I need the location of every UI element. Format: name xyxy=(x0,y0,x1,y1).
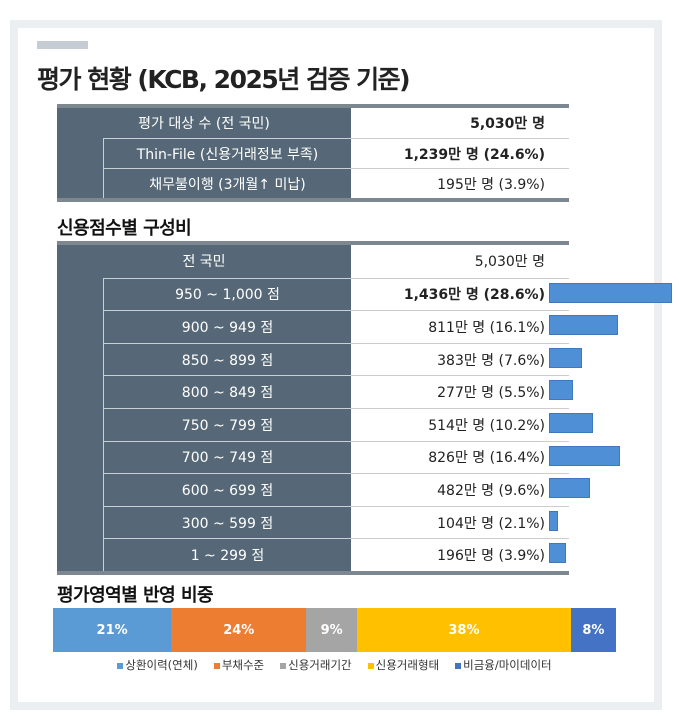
score-bar xyxy=(549,445,620,466)
row-value: 195만 명 (3.9%) xyxy=(351,168,569,198)
legend-label: 상환이력(연체) xyxy=(125,658,198,672)
row-value: 196만 명 (3.9%) xyxy=(351,538,569,571)
legend-swatch-icon xyxy=(367,662,374,669)
table-row: 750 ~ 799 점 514만 명 (10.2%) xyxy=(57,407,593,441)
table-row: 700 ~ 749 점 826만 명 (16.4%) xyxy=(57,440,620,474)
table-row: 950 ~ 1,000 점 1,436만 명 (28.6%) xyxy=(57,277,672,311)
table-row: 800 ~ 849 점 277만 명 (5.5%) xyxy=(57,375,573,408)
row-value: 514만 명 (10.2%) xyxy=(351,407,569,441)
score-bar xyxy=(549,282,672,303)
legend-swatch-icon xyxy=(213,662,220,669)
legend-item: 상환이력(연체) xyxy=(117,657,198,673)
table-row: 평가 대상 수 (전 국민) 5,030만 명 xyxy=(57,108,569,138)
weight-legend: 상환이력(연체) 부채수준 신용거래기간 신용거래형태 비금융/마이데이터 xyxy=(53,657,616,673)
row-value: 482만 명 (9.6%) xyxy=(351,473,569,506)
table-row: 300 ~ 599 점 104만 명 (2.1%) xyxy=(57,505,569,539)
weight-stacked-bar: 21% 24% 9% 38% 8% xyxy=(53,608,616,652)
row-value: 277만 명 (5.5%) xyxy=(351,375,569,408)
row-value: 5,030만 명 xyxy=(351,245,569,278)
summary-table: 평가 대상 수 (전 국민) 5,030만 명 Thin-File (신용거래정보 … xyxy=(57,104,569,202)
table-row: 1 ~ 299 점 196만 명 (3.9%) xyxy=(57,538,569,571)
row-label: 950 ~ 1,000 점 xyxy=(103,277,351,311)
legend-swatch-icon xyxy=(280,662,287,669)
row-label: 1 ~ 299 점 xyxy=(103,538,351,571)
row-value: 826만 명 (16.4%) xyxy=(351,440,569,474)
legend-item: 부채수준 xyxy=(213,657,265,673)
score-bar xyxy=(549,347,582,368)
legend-item: 비금융/마이데이터 xyxy=(455,657,552,673)
row-label: 800 ~ 849 점 xyxy=(103,375,351,408)
score-table: 전 국민 5,030만 명 950 ~ 1,000 점 1,436만 명 (28.6%… xyxy=(57,241,672,575)
accent-bar xyxy=(37,41,88,49)
legend-swatch-icon xyxy=(117,662,124,669)
score-bar xyxy=(549,412,593,433)
legend-item: 신용거래기간 xyxy=(280,657,352,673)
row-label: 850 ~ 899 점 xyxy=(103,342,351,376)
weight-segment: 9% xyxy=(306,608,357,652)
score-bar xyxy=(549,315,619,336)
page-title: 평가 현황 (KCB, 2025년 검증 기준) xyxy=(37,65,411,94)
row-value: 5,030만 명 xyxy=(351,108,569,138)
row-value: 383만 명 (7.6%) xyxy=(351,342,569,376)
score-bar xyxy=(549,543,566,564)
table-row: 채무불이행 (3개월↑ 미납) 195만 명 (3.9%) xyxy=(57,168,569,198)
table-row: 600 ~ 699 점 482만 명 (9.6%) xyxy=(57,473,591,506)
legend-swatch-icon xyxy=(455,662,462,669)
row-label: 750 ~ 799 점 xyxy=(103,407,351,441)
row-label: 600 ~ 699 점 xyxy=(103,473,351,506)
weight-segment: 24% xyxy=(171,608,307,652)
legend-label: 비금융/마이데이터 xyxy=(463,658,552,672)
table-row: 전 국민 5,030만 명 xyxy=(57,245,569,278)
score-section-title: 신용점수별 구성비 xyxy=(57,218,192,239)
row-label: 전 국민 xyxy=(182,254,226,271)
legend-item: 신용거래형태 xyxy=(367,657,440,673)
score-bar xyxy=(549,478,591,499)
row-label: Thin-File (신용거래정보 부족) xyxy=(103,138,351,168)
table-row: 900 ~ 949 점 811만 명 (16.1%) xyxy=(57,310,619,343)
weight-segment: 8% xyxy=(570,608,616,652)
row-label: 채무불이행 (3개월↑ 미납) xyxy=(103,168,351,198)
legend-label: 신용거래기간 xyxy=(288,658,352,672)
score-bar xyxy=(549,380,573,401)
row-label: 300 ~ 599 점 xyxy=(103,505,351,539)
table-row: 850 ~ 899 점 383만 명 (7.6%) xyxy=(57,342,582,376)
weight-segment: 21% xyxy=(53,608,172,652)
row-value: 1,239만 명 (24.6%) xyxy=(351,138,569,168)
row-label: 900 ~ 949 점 xyxy=(103,310,351,343)
row-value: 1,436만 명 (28.6%) xyxy=(351,277,569,311)
weight-segment: 38% xyxy=(356,608,571,652)
row-value: 104만 명 (2.1%) xyxy=(351,505,569,539)
row-label: 700 ~ 749 점 xyxy=(103,440,351,474)
legend-label: 부채수준 xyxy=(221,658,265,672)
weight-section-title: 평가영역별 반영 비중 xyxy=(57,585,214,606)
row-value: 811만 명 (16.1%) xyxy=(351,310,569,343)
score-bar xyxy=(549,510,559,531)
legend-label: 신용거래형태 xyxy=(375,658,440,672)
table-row: Thin-File (신용거래정보 부족) 1,239만 명 (24.6%) xyxy=(57,138,569,168)
row-label: 평가 대상 수 (전 국민) xyxy=(138,116,270,132)
